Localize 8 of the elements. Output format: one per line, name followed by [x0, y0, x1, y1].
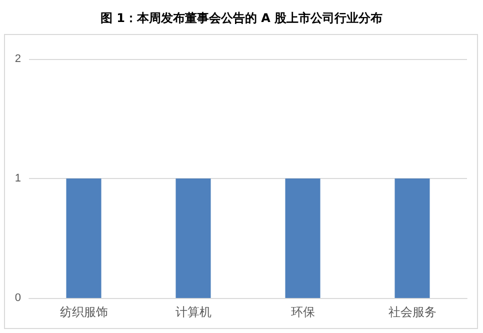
x-tick-label: 环保: [290, 305, 315, 319]
x-tick-label: 社会服务: [388, 305, 436, 319]
y-tick-label: 0: [14, 292, 21, 304]
chart-title: 图 1：本周发布董事会公告的 A 股上市公司行业分布: [99, 10, 384, 27]
y-tick-label: 2: [14, 53, 21, 65]
x-tick-label: 纺织服饰: [60, 305, 108, 319]
x-tick-label: 计算机: [175, 305, 212, 319]
y-tick-label: 1: [14, 172, 21, 184]
